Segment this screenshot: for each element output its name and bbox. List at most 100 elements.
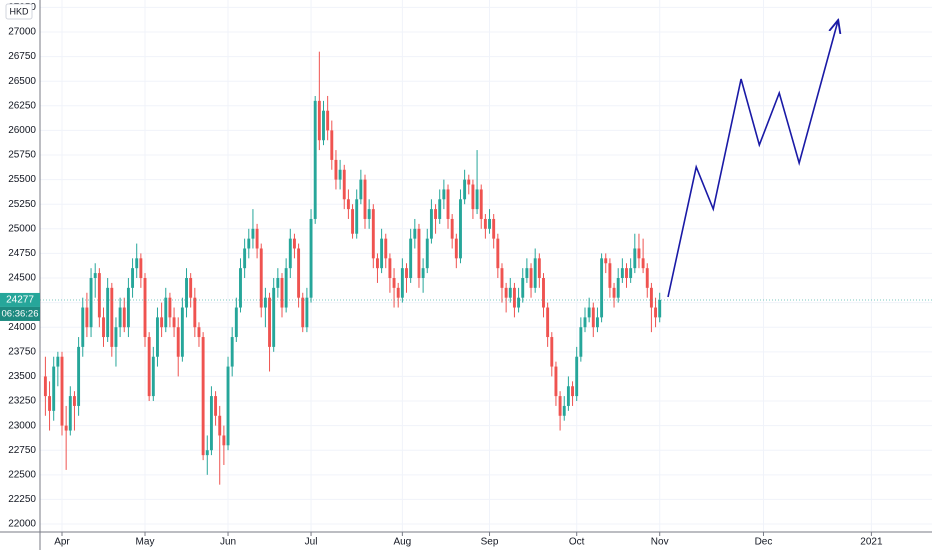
candle-body	[214, 396, 218, 416]
candle-body	[425, 238, 429, 269]
candle-body	[297, 248, 301, 298]
x-tick-label: 2021	[860, 537, 883, 548]
candle-body	[243, 248, 247, 269]
candle-body	[604, 258, 608, 264]
candle-body	[434, 209, 438, 219]
y-tick-label: 25500	[8, 174, 36, 185]
candle-body	[68, 396, 72, 431]
candle-body	[645, 268, 649, 288]
y-tick-label: 24500	[8, 273, 36, 284]
candle-body	[197, 327, 201, 338]
y-tick-label: 22750	[8, 445, 36, 456]
x-tick-label: Jun	[220, 537, 236, 548]
candle-body	[255, 228, 259, 249]
x-tick-label: May	[136, 537, 155, 548]
candle-body	[376, 258, 379, 269]
candle-body	[463, 179, 467, 200]
candle-body	[313, 100, 317, 219]
candle-body	[301, 297, 305, 328]
y-tick-label: 23500	[8, 371, 36, 382]
candle-body	[346, 199, 350, 210]
candle-body	[649, 287, 653, 308]
candle-body	[475, 189, 479, 210]
candle-body	[48, 396, 51, 411]
candle-body	[521, 278, 525, 298]
candle-body	[292, 238, 296, 249]
candle-body	[342, 169, 346, 200]
x-tick-label: Aug	[393, 537, 411, 548]
candle-body	[309, 218, 313, 298]
candle-body	[135, 258, 139, 269]
candle-body	[77, 346, 81, 406]
candle-body	[172, 317, 176, 328]
candle-body	[209, 396, 213, 451]
candle-body	[359, 179, 363, 200]
candle-body	[388, 258, 392, 279]
candle-body	[156, 317, 159, 357]
candle-body	[616, 278, 620, 298]
y-tick-label: 26500	[8, 76, 36, 87]
candle-body	[268, 297, 271, 347]
candle-body	[479, 189, 483, 219]
candle-body	[500, 268, 504, 288]
candle-body	[438, 199, 442, 219]
y-tick-label: 23000	[8, 420, 36, 431]
candle-body	[160, 317, 164, 328]
price-label: 24277	[6, 295, 34, 306]
candle-body	[413, 228, 417, 239]
candle-body	[380, 238, 384, 269]
candle-body	[143, 278, 147, 338]
candle-body	[542, 278, 545, 308]
candle-body	[637, 248, 641, 259]
x-tick-label: Oct	[569, 537, 585, 548]
candle-body	[322, 110, 325, 141]
candle-body	[529, 268, 533, 288]
candle-body	[305, 297, 309, 328]
candle-body	[492, 218, 496, 239]
x-tick-label: Apr	[54, 537, 70, 548]
y-tick-label: 25250	[8, 199, 36, 210]
candle-body	[429, 209, 433, 239]
candle-body	[351, 209, 355, 234]
candle-body	[367, 209, 371, 219]
candle-body	[180, 307, 184, 357]
candle-body	[363, 179, 367, 219]
candle-body	[276, 278, 280, 288]
candle-body	[488, 218, 491, 229]
candle-body	[579, 327, 583, 357]
candle-body	[371, 209, 375, 259]
candle-body	[218, 415, 222, 436]
candle-body	[396, 287, 400, 298]
candle-body	[512, 287, 516, 308]
y-tick-label: 23750	[8, 346, 36, 357]
candle-body	[185, 278, 188, 308]
candle-body	[496, 238, 500, 269]
candle-body	[334, 159, 338, 180]
candle-body	[151, 356, 155, 397]
y-tick-label: 26250	[8, 100, 36, 111]
candle-body	[612, 287, 616, 298]
y-tick-label: 27000	[8, 27, 36, 38]
candle-body	[259, 248, 263, 308]
candle-body	[417, 228, 421, 279]
candle-body	[517, 297, 521, 308]
y-tick-label: 22000	[8, 519, 36, 530]
candle-body	[81, 307, 85, 347]
candle-body	[89, 278, 93, 328]
y-tick-label: 23250	[8, 396, 36, 407]
candle-body	[64, 425, 68, 431]
candle-body	[239, 268, 242, 308]
candle-body	[189, 278, 193, 298]
candle-body	[247, 238, 251, 249]
candle-body	[330, 130, 334, 160]
candle-body	[280, 278, 284, 308]
projection-line	[667, 20, 838, 298]
candle-body	[97, 273, 101, 318]
candle-body	[558, 396, 562, 416]
candle-body	[288, 238, 292, 269]
x-tick-label: Dec	[755, 537, 773, 548]
candle-body	[571, 386, 574, 397]
currency: HKD	[9, 6, 29, 16]
